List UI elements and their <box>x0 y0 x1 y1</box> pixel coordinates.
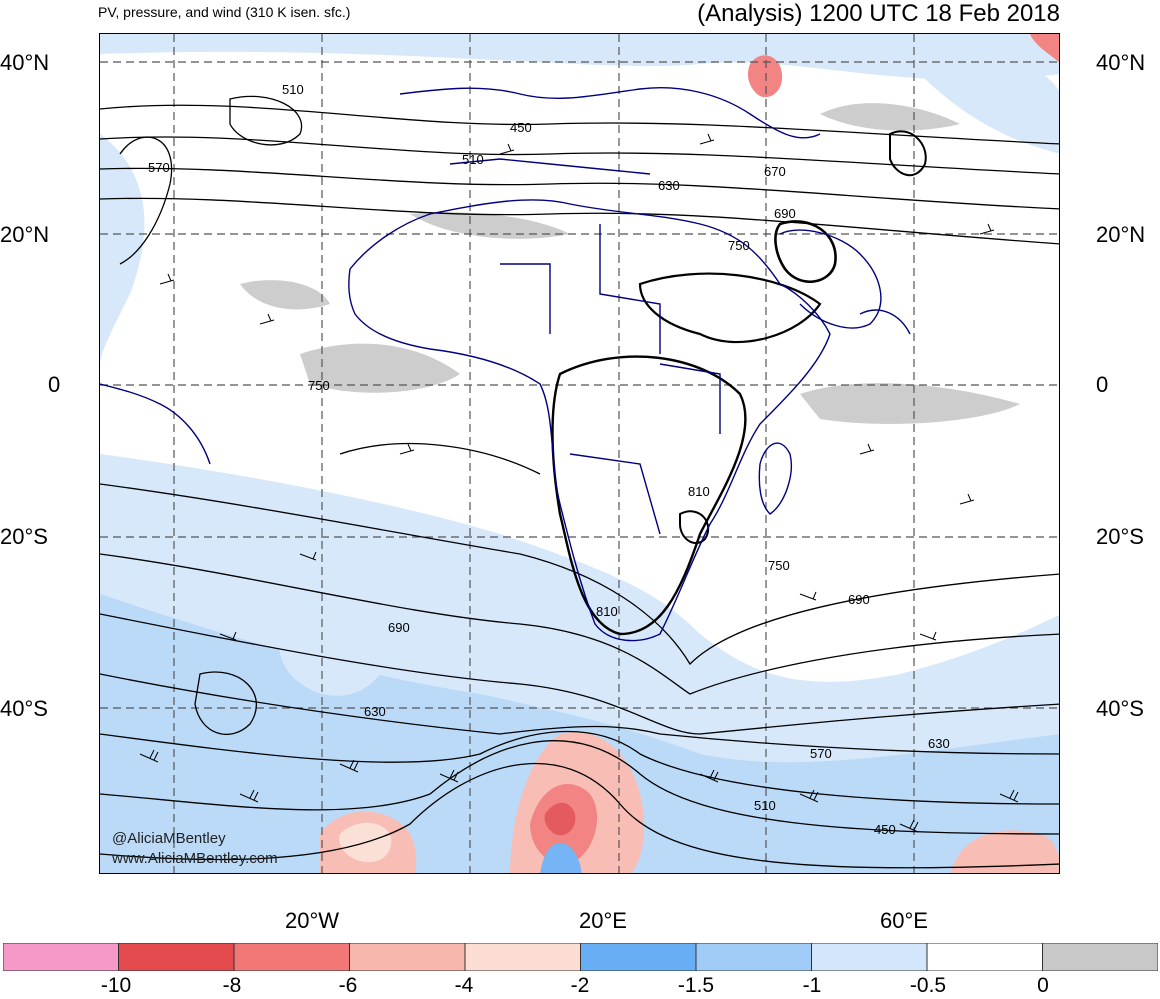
contour-label: 510 <box>462 152 484 167</box>
wind-barbs <box>139 133 1019 833</box>
colorbar-tick: -2 <box>570 974 590 997</box>
contour-label: 450 <box>510 120 532 135</box>
colorbar-tick: -10 <box>100 974 132 997</box>
map-title: (Analysis) 1200 UTC 18 Feb 2018 <box>697 0 1060 27</box>
contour-label: 570 <box>810 746 832 761</box>
colorbar-bin <box>3 943 119 971</box>
lon-label-20e: 20°E <box>579 908 627 933</box>
lat-label-40n-right: 40°N <box>1096 50 1146 75</box>
contour-label: 630 <box>928 736 950 751</box>
contour-label: 570 <box>148 160 170 175</box>
contour-label: 750 <box>768 558 790 573</box>
credit-handle: @AliciaMBentley <box>112 830 226 847</box>
map-canvas: 510 570 450 510 630 670 690 750 750 810 … <box>100 34 1059 873</box>
colorbar-tick: -0.5 <box>909 974 947 997</box>
map-panel: 510 570 450 510 630 670 690 750 750 810 … <box>99 33 1060 874</box>
lat-label-20n-left: 20°N <box>0 222 50 247</box>
lat-label-40s-left: 40°S <box>0 696 48 721</box>
colorbar-bin <box>464 943 581 971</box>
lat-label-20s-right: 20°S <box>1096 524 1144 549</box>
colorbar-bin <box>926 943 1043 971</box>
colorbar-bin <box>580 943 697 971</box>
lat-label-eq-right: 0 <box>1096 372 1109 397</box>
lat-label-20s-left: 20°S <box>0 524 48 549</box>
contour-label: 690 <box>388 620 410 635</box>
credit-website: www.AliciaMBentley.com <box>112 850 278 867</box>
colorbar-bin <box>811 943 928 971</box>
colorbar-tick: -1 <box>802 974 822 997</box>
coastlines <box>100 87 911 642</box>
lat-label-20n-right: 20°N <box>1096 222 1146 247</box>
colorbar-bin <box>695 943 812 971</box>
grid-lines <box>100 34 1059 873</box>
contour-label: 510 <box>282 82 304 97</box>
colorbar-bin <box>233 943 350 971</box>
colorbar-tick: -6 <box>338 974 358 997</box>
contour-label: 750 <box>308 378 330 393</box>
colorbar-bin <box>1042 943 1158 971</box>
colorbar-bin <box>349 943 466 971</box>
contour-label: 690 <box>774 206 796 221</box>
lat-label-eq-left: 0 <box>48 372 61 397</box>
colorbar-tick: -4 <box>454 974 474 997</box>
contour-label: 450 <box>874 822 896 837</box>
contour-label: 690 <box>848 592 870 607</box>
lat-label-40s-right: 40°S <box>1096 696 1144 721</box>
colorbar-tick: -8 <box>222 974 242 997</box>
contour-label: 630 <box>364 704 386 719</box>
map-subtitle: PV, pressure, and wind (310 K isen. sfc.… <box>98 4 351 20</box>
lat-label-40n-left: 40°N <box>0 50 50 75</box>
contour-label: 630 <box>658 178 680 193</box>
colorbar-tick: -1.5 <box>677 974 715 997</box>
pv-shading <box>100 34 1059 873</box>
lon-label-60e: 60°E <box>880 908 928 933</box>
colorbar-bin <box>118 943 235 971</box>
lon-label-20w: 20°W <box>285 908 340 933</box>
colorbar <box>3 943 1158 971</box>
colorbar-tick: 0 <box>1037 974 1049 997</box>
contour-label: 810 <box>688 484 710 499</box>
contour-label: 810 <box>596 604 618 619</box>
contour-label: 670 <box>764 164 786 179</box>
contour-label: 510 <box>754 798 776 813</box>
pressure-contours <box>100 95 1059 869</box>
contour-label: 750 <box>728 238 750 253</box>
